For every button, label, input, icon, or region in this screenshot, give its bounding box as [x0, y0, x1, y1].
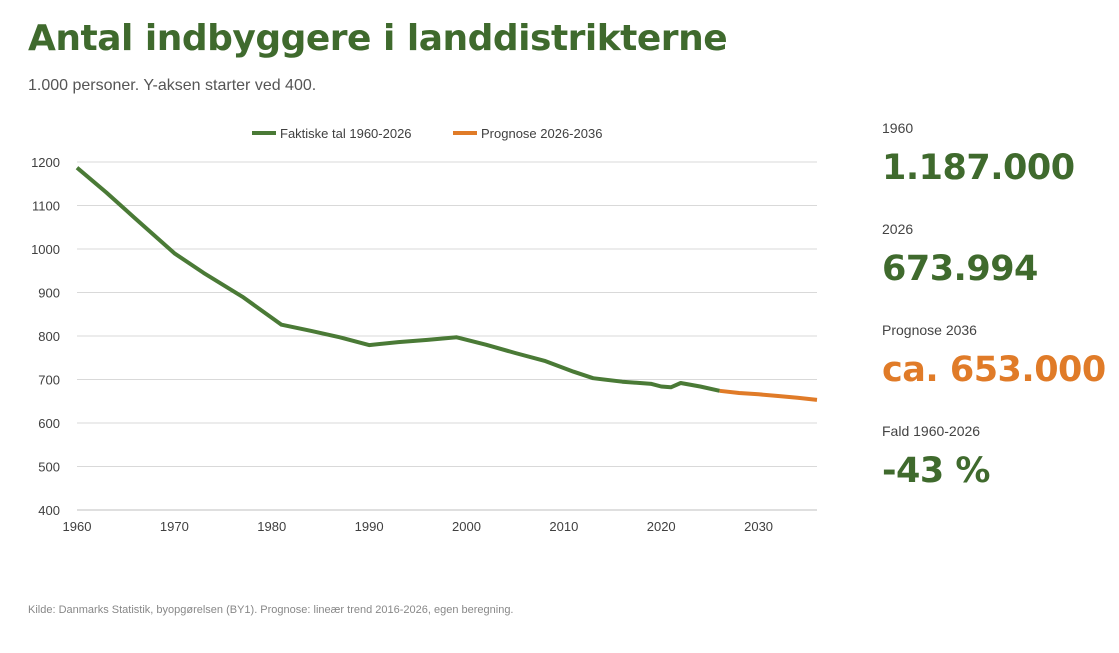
series-forecast-line: [719, 388, 818, 402]
series-layer: [75, 166, 818, 402]
x-tick-label: 2000: [452, 519, 481, 534]
kpi-value: 1.187.000: [882, 148, 1075, 188]
x-tick-label: 2030: [744, 519, 773, 534]
legend-actual-label: Faktiske tal 1960-2026: [280, 126, 412, 141]
kpi-forecast-2036: Prognose 2036 ca. 653.000: [882, 320, 1107, 421]
x-tick-label: 1970: [160, 519, 189, 534]
x-tick-label: 1980: [257, 519, 286, 534]
kpi-value: -43 %: [882, 451, 991, 491]
kpi-panel: 1960 1.187.000 2026 673.994 Prognose 203…: [882, 118, 1107, 522]
grid-layer: [77, 161, 817, 511]
page-title: Antal indbyggere i landdistrikterne: [28, 18, 728, 59]
kpi-1960: 1960 1.187.000: [882, 118, 1107, 219]
series-actual-line: [75, 166, 721, 393]
kpi-label: 1960: [882, 120, 914, 136]
y-tick-label: 700: [38, 373, 60, 388]
source-note: Kilde: Danmarks Statistik, byopgørelsen …: [28, 604, 514, 616]
kpi-label: Fald 1960-2026: [882, 423, 981, 439]
kpi-label: 2026: [882, 221, 914, 237]
y-tick-label: 1100: [32, 199, 60, 214]
page-subtitle: 1.000 personer. Y-aksen starter ved 400.: [28, 77, 317, 94]
y-tick-label: 500: [38, 460, 60, 475]
y-tick-label: 800: [38, 329, 60, 344]
y-tick-label: 600: [38, 416, 60, 431]
y-tick-label: 900: [38, 286, 60, 301]
legend: Faktiske tal 1960-2026 Prognose 2026-2036: [252, 126, 602, 141]
kpi-value: 673.994: [882, 249, 1038, 289]
y-tick-label: 1200: [31, 155, 60, 170]
axis-layer: 400 500 600 700 800 900 1000 1100 1200 1960 1970 19…: [31, 155, 773, 534]
kpi-2026: 2026 673.994: [882, 219, 1107, 320]
x-tick-label: 1960: [63, 519, 92, 534]
y-tick-label: 1000: [31, 242, 60, 257]
kpi-decline: Fald 1960-2026 -43 %: [882, 421, 1107, 522]
x-tick-label: 2020: [647, 519, 676, 534]
legend-forecast-label: Prognose 2026-2036: [481, 126, 602, 141]
kpi-label: Prognose 2036: [882, 322, 977, 338]
kpi-value: ca. 653.000: [882, 350, 1106, 390]
x-tick-label: 1990: [355, 519, 384, 534]
x-tick-label: 2010: [549, 519, 578, 534]
line-chart: 400 500 600 700 800 900 1000 1100 1200 1960 1970 19…: [31, 126, 818, 534]
y-tick-label: 400: [38, 503, 60, 518]
